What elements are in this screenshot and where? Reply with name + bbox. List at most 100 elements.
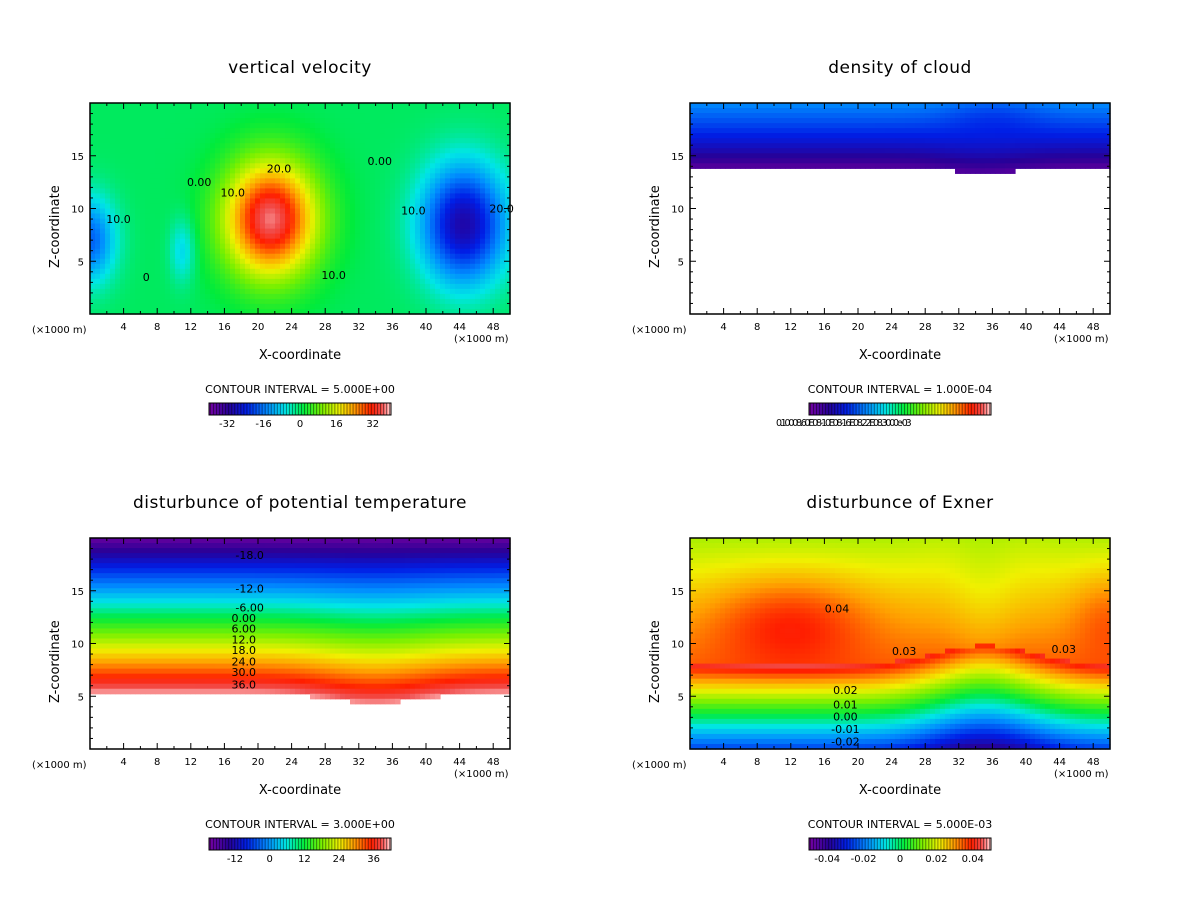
heatmap-cell: [440, 173, 446, 179]
heatmap-cell: [450, 264, 456, 270]
heatmap-cell: [100, 209, 106, 215]
heatmap-cell: [285, 269, 291, 275]
heatmap-cell: [945, 123, 951, 129]
heatmap-cell: [470, 229, 476, 235]
heatmap-cell: [485, 178, 491, 184]
heatmap-cell: [1040, 153, 1046, 159]
heatmap-cell: [165, 173, 171, 179]
heatmap-cell: [705, 143, 711, 149]
heatmap-cell: [995, 148, 1001, 154]
heatmap-cell: [1000, 123, 1006, 129]
heatmap-cell: [950, 113, 956, 119]
heatmap-cell: [400, 198, 406, 204]
heatmap-cell: [330, 158, 336, 164]
heatmap-cell: [255, 133, 261, 139]
heatmap-cell: [295, 138, 301, 144]
heatmap-cell: [340, 128, 346, 134]
heatmap-cell: [360, 269, 366, 275]
heatmap-cell: [355, 289, 361, 295]
heatmap-cell: [820, 138, 826, 144]
heatmap-cell: [790, 138, 796, 144]
heatmap-cell: [345, 289, 351, 295]
heatmap-cell: [275, 203, 281, 209]
heatmap-cell: [1050, 103, 1056, 109]
heatmap-cell: [330, 254, 336, 260]
heatmap-cell: [465, 259, 471, 265]
heatmap-cell: [190, 259, 196, 265]
heatmap-cell: [135, 259, 141, 265]
heatmap-cell: [1090, 138, 1096, 144]
heatmap-cell: [270, 299, 276, 305]
heatmap-cell: [170, 209, 176, 215]
heatmap-cell: [495, 113, 501, 119]
heatmap-cell: [800, 153, 806, 159]
heatmap-cell: [95, 143, 101, 149]
heatmap-cell: [155, 249, 161, 255]
heatmap-cell: [185, 168, 191, 174]
heatmap-cell: [100, 173, 106, 179]
heatmap-cell: [420, 193, 426, 199]
heatmap-cell: [1010, 163, 1016, 169]
heatmap-cell: [170, 254, 176, 260]
heatmap-cell: [240, 259, 246, 265]
heatmap-cell: [1050, 143, 1056, 149]
heatmap-cell: [215, 289, 221, 295]
heatmap-cell: [375, 289, 381, 295]
heatmap-cell: [340, 304, 346, 310]
heatmap-cell: [165, 198, 171, 204]
heatmap-cell: [385, 168, 391, 174]
heatmap-cell: [330, 259, 336, 265]
heatmap-cell: [125, 229, 131, 235]
heatmap-cell: [1055, 138, 1061, 144]
x-tick-label: 32: [952, 322, 965, 333]
heatmap-cell: [480, 229, 486, 235]
heatmap-cell: [175, 244, 181, 250]
heatmap-cell: [130, 279, 136, 285]
heatmap-cell: [400, 178, 406, 184]
heatmap-cell: [320, 214, 326, 220]
heatmap-cell: [910, 113, 916, 119]
heatmap-cell: [465, 123, 471, 129]
heatmap-cell: [480, 188, 486, 194]
heatmap-cell: [775, 113, 781, 119]
heatmap-cell: [885, 133, 891, 139]
heatmap-cell: [415, 284, 421, 290]
heatmap-cell: [215, 294, 221, 300]
heatmap-cell: [340, 103, 346, 109]
heatmap-cell: [295, 264, 301, 270]
heatmap-cell: [105, 203, 111, 209]
heatmap-cell: [95, 274, 101, 280]
heatmap-cell: [315, 254, 321, 260]
heatmap-cell: [375, 279, 381, 285]
heatmap-cell: [225, 143, 231, 149]
heatmap-cell: [975, 158, 981, 164]
heatmap-cell: [215, 234, 221, 240]
heatmap-cell: [340, 118, 346, 124]
heatmap-cell: [945, 138, 951, 144]
heatmap-cell: [245, 234, 251, 240]
heatmap-cell: [315, 299, 321, 305]
heatmap-cell: [445, 244, 451, 250]
y-tick-label: 5: [78, 257, 84, 268]
heatmap-cell: [440, 244, 446, 250]
heatmap-cell: [440, 143, 446, 149]
heatmap-cell: [360, 214, 366, 220]
heatmap-cell: [805, 133, 811, 139]
heatmap-cell: [230, 234, 236, 240]
heatmap-cell: [305, 229, 311, 235]
heatmap-cell: [430, 128, 436, 134]
heatmap-cell: [360, 284, 366, 290]
heatmap-cell: [390, 128, 396, 134]
heatmap-cell: [315, 229, 321, 235]
heatmap-cell: [185, 148, 191, 154]
heatmap-cell: [745, 128, 751, 134]
heatmap-cell: [445, 103, 451, 109]
heatmap-cell: [815, 128, 821, 134]
heatmap-cell: [215, 118, 221, 124]
heatmap-cell: [360, 249, 366, 255]
heatmap-cell: [905, 158, 911, 164]
heatmap-cell: [775, 128, 781, 134]
heatmap-cell: [1100, 163, 1106, 169]
heatmap-cell: [970, 148, 976, 154]
heatmap-cell: [325, 143, 331, 149]
